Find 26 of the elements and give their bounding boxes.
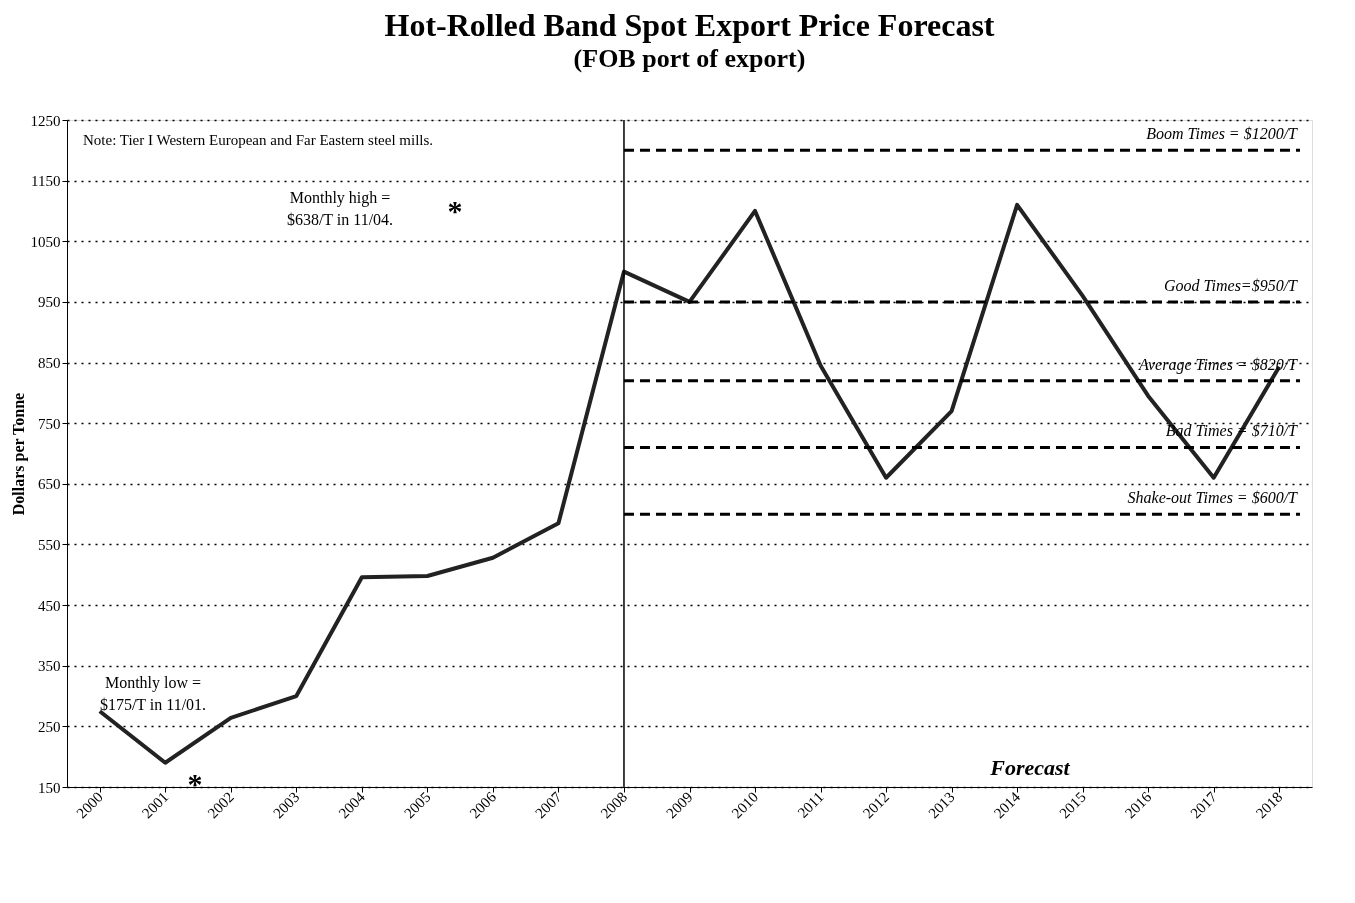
- y-tick-label: 850: [38, 355, 61, 372]
- annotation: Monthly low = $175/T in 11/01.: [99, 674, 207, 713]
- y-tick-label: 650: [38, 476, 61, 493]
- y-tick-label: 350: [38, 658, 61, 675]
- chart-subtitle: (FOB port of export): [573, 44, 806, 73]
- annotation: Monthly high = $638/T in 11/04.: [286, 189, 394, 228]
- y-tick-label: 1050: [30, 233, 61, 250]
- y-tick-label: 450: [38, 597, 61, 614]
- y-tick-label: 250: [38, 718, 61, 735]
- annotation: *: [447, 194, 463, 227]
- y-tick-label: 950: [38, 294, 61, 311]
- y-tick-label: 550: [38, 536, 61, 553]
- ref-line-label: Boom Times = $1200/T: [1146, 125, 1299, 143]
- ref-line-label: Shake-out Times = $600/T: [1127, 489, 1299, 507]
- y-tick-label: 150: [38, 779, 61, 796]
- annotation: Forecast: [989, 755, 1071, 780]
- y-tick-label: 1250: [30, 112, 61, 129]
- y-axis-title: Dollars per Tonne: [9, 392, 28, 516]
- ref-line-label: Average Times = $820/T: [1138, 355, 1299, 374]
- x-tick-label: 2011: [794, 788, 827, 821]
- chart-title: Hot-Rolled Band Spot Export Price Forecast: [384, 7, 995, 43]
- ref-line-label: Good Times=$950/T: [1163, 276, 1299, 294]
- annotation: *: [187, 767, 203, 800]
- y-tick-label: 750: [38, 415, 61, 432]
- y-tick-label: 1150: [31, 173, 61, 190]
- annotation: Note: Tier I Western European and Far Eastern steel mills.: [83, 132, 434, 148]
